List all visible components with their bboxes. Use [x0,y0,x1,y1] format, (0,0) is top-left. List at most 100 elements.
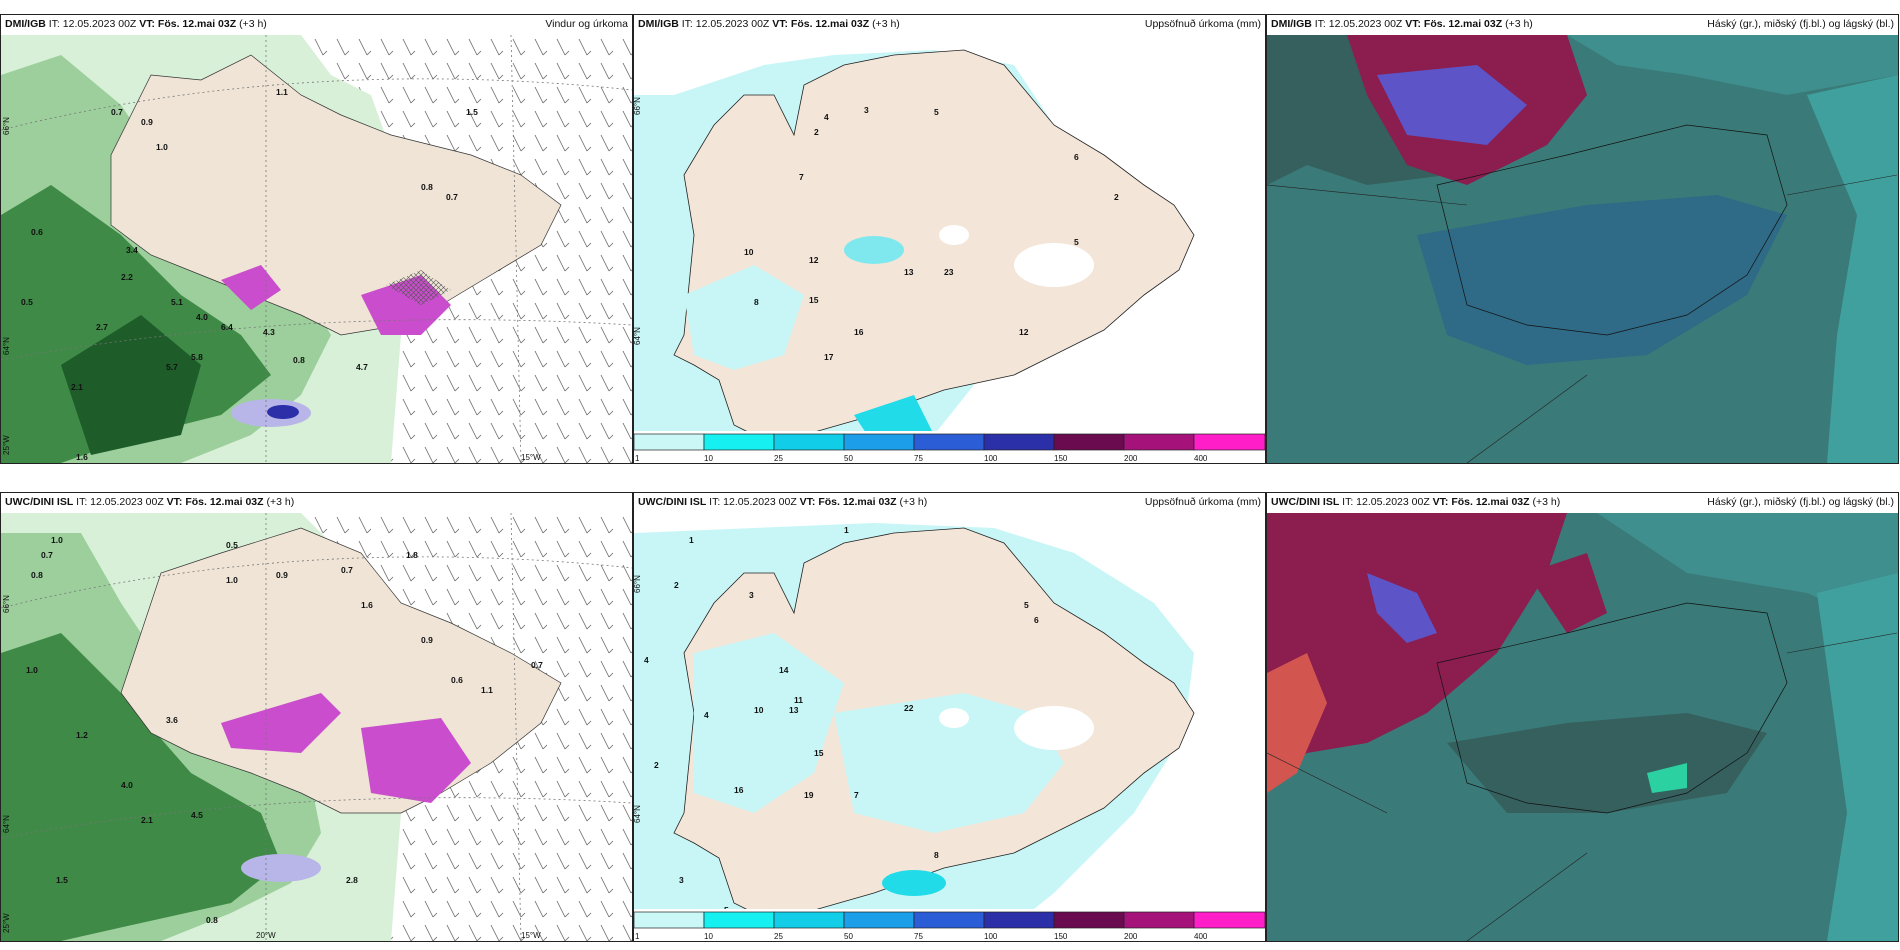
value-label: 0.9 [276,570,288,580]
value-label: 13 [904,267,914,277]
cloud-overlap-nw [1377,65,1527,145]
value-label: 0.7 [41,550,53,560]
value-label: 0.7 [446,192,458,202]
value-label: 1.1 [276,87,288,97]
iceland-outline [1436,124,1788,336]
value-label: 4.0 [121,780,133,790]
wind-precip-map: 66°N 64°N 25°W 15°W 0.7 0.9 1.0 1.1 2.2 … [1,35,632,463]
high-cloud-north [1527,553,1607,633]
grid-line [1786,174,1898,196]
panel-header: UWC/DINI ISL IT: 12.05.2023 00Z VT: Fös.… [1267,493,1898,511]
value-label: 0.6 [451,675,463,685]
value-label: 10 [744,247,754,257]
value-label: 5.8 [191,352,203,362]
precip-lavender-area [241,854,321,882]
value-label: 1.5 [56,875,68,885]
value-label: 4.7 [356,362,368,372]
value-label: 2 [674,580,679,590]
value-label: 3 [749,590,754,600]
value-label: 2.7 [96,322,108,332]
colorbar-tick: 100 [984,932,998,941]
lead-time: (+3 h) [239,18,267,30]
colorbar-bin-1 [634,433,705,451]
wind-precip-map: 66°N 64°N 25°W 20°W 15°W 1.0 0.7 0.8 0.5… [1,513,632,941]
model-source: DMI/IGB [1271,18,1312,30]
value-label: 12 [809,255,819,265]
precip-cyan-area [882,870,946,896]
value-label: 16 [854,327,864,337]
glacier-hatch [386,270,451,305]
iceland-outline [1436,602,1788,814]
colorbar-tick: 1 [635,454,640,463]
panel-title: Háský (gr.), miðský (fj.bl.) og lágský (… [1707,18,1894,30]
colorbar-bin-5 [913,433,985,451]
value-label: 4.5 [191,810,203,820]
colorbar-tick: 100 [984,454,998,463]
value-label: 16 [734,785,744,795]
value-label: 1.2 [76,730,88,740]
cloud-overlap [1367,573,1437,643]
panel-dmi-clouds: DMI/IGB IT: 12.05.2023 00Z VT: Fös. 12.m… [1266,14,1899,464]
precip-peak-area [221,693,341,753]
glacier-white-east [1014,243,1094,287]
value-label: 2.2 [121,272,133,282]
iceland-land [110,54,562,336]
valid-time: VT: Fös. 12.mai 03Z [772,18,870,30]
model-source: UWC/DINI ISL [638,496,707,508]
colorbar-tick: 400 [1194,932,1208,941]
lat-line-66 [1,78,632,131]
panel-title: Uppsöfnuð úrkoma (mm) [1144,496,1261,508]
value-label: 0.5 [21,297,33,307]
colorbar-tick: 25 [774,454,783,463]
colorbar-tick: 150 [1054,932,1068,941]
panel-title: Uppsöfnuð úrkoma (mm) [1144,18,1261,30]
valid-time: VT: Fös. 12.mai 03Z [799,496,897,508]
value-label: 1 [689,535,694,545]
glacier-white [939,225,969,245]
value-label: 14 [779,665,789,675]
value-label: 13 [789,705,799,715]
value-label: 11 [794,695,803,705]
value-label: 12 [1019,327,1029,337]
precip-light-area-sw [684,265,804,370]
colorbar-bin-2 [703,911,775,929]
value-label: 1.0 [226,575,238,585]
value-label: 7 [799,172,804,182]
grid-line [1466,374,1588,463]
lat-label-64: 64°N [634,805,642,823]
precip-light-area-west [694,633,844,813]
init-time: IT: 12.05.2023 00Z [709,496,797,508]
value-label: 8 [934,850,939,860]
value-label: 5 [1074,237,1079,247]
value-label: 0.7 [531,660,543,670]
value-label: 10 [754,705,764,715]
value-label: 0.5 [226,540,238,550]
value-label: 8 [754,297,759,307]
low-cloud-east [1807,75,1898,463]
model-source: DMI/IGB [638,18,679,30]
colorbar-tick: 75 [914,932,923,941]
value-label: 0.7 [111,107,123,117]
init-time: IT: 12.05.2023 00Z [48,18,137,30]
value-label: 1.6 [361,600,373,610]
lead-time: (+3 h) [1505,18,1533,30]
precip-light-area-central [834,693,1064,833]
colorbar-bin-6 [983,433,1055,451]
value-label: 1.0 [51,535,63,545]
init-time: IT: 12.05.2023 00Z [76,496,164,508]
value-label: 6.4 [221,322,233,332]
lon-line-15 [510,513,522,941]
panel-title: Háský (gr.), miðský (fj.bl.) og lágský (… [1707,496,1894,508]
value-label: 3.6 [166,715,178,725]
cloud-cover-map [1267,513,1898,941]
value-label: 2 [654,760,659,770]
grid-line [1786,632,1898,654]
colorbar-tick: 75 [914,454,923,463]
value-label: 3.4 [126,245,138,255]
value-label: 1.1 [481,685,493,695]
value-label: 0.9 [141,117,153,127]
accumulated-precip-map: 3 4 5 6 2 5 7 10 8 12 15 16 17 13 23 12 … [634,49,1195,463]
valid-time: VT: Fös. 12.mai 03Z [139,18,237,30]
colorbar-bin-3 [773,911,845,929]
value-label: 5.7 [166,362,178,372]
